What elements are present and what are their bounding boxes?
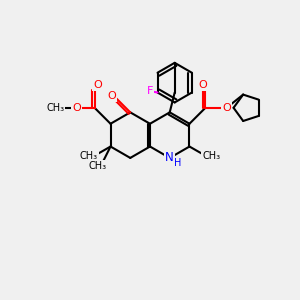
Text: O: O [93,80,102,90]
Text: H: H [174,158,181,168]
Text: O: O [72,103,81,113]
Text: O: O [198,80,207,90]
Text: N: N [165,152,174,164]
Text: CH₃: CH₃ [80,152,98,161]
Text: F: F [146,85,153,96]
Text: CH₃: CH₃ [46,103,64,113]
Text: CH₃: CH₃ [88,161,107,171]
Text: O: O [107,91,116,100]
Text: O: O [222,103,231,113]
Text: CH₃: CH₃ [202,152,220,161]
